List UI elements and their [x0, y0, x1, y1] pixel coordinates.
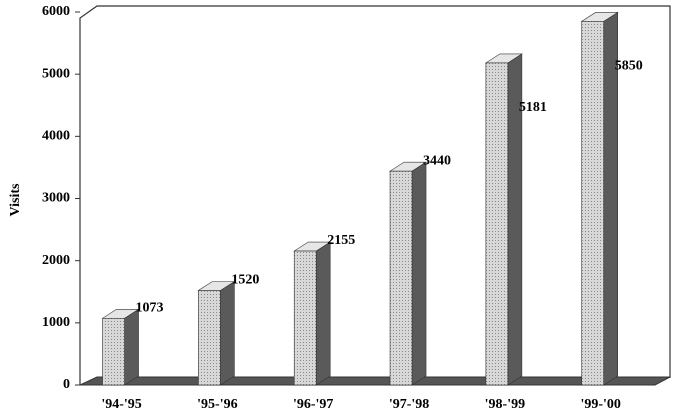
y-tick-label: 6000 — [42, 4, 70, 19]
plot-frame — [79, 5, 671, 385]
value-label: 1073 — [136, 301, 164, 316]
bar — [293, 250, 317, 386]
x-tick-label: '99-'00 — [580, 397, 620, 410]
y-axis-title: Visits — [8, 183, 23, 216]
bar — [581, 21, 605, 386]
bar-side — [411, 161, 427, 386]
y-tick-label: 5000 — [42, 66, 70, 81]
value-label: 2155 — [327, 233, 355, 248]
bar — [102, 317, 125, 386]
value-label: 5181 — [519, 100, 547, 115]
x-tick-label: '94-'95 — [101, 397, 141, 410]
y-tick-label: 3000 — [42, 191, 70, 206]
bar — [389, 170, 413, 386]
value-label: 1520 — [231, 273, 259, 288]
x-tick-label: '95-'96 — [197, 397, 237, 410]
y-tick-label: 4000 — [42, 129, 70, 144]
x-tick-label: '98-'99 — [485, 397, 525, 410]
value-label: 5850 — [615, 59, 643, 74]
bar-side — [220, 280, 235, 386]
bar-side — [315, 241, 331, 386]
y-tick-label: 1000 — [42, 315, 70, 330]
bar — [198, 290, 221, 386]
x-tick-label: '96-'97 — [293, 397, 333, 410]
y-tick-label: 0 — [63, 377, 70, 392]
value-label: 3440 — [423, 153, 451, 168]
x-tick-label: '97-'98 — [389, 397, 429, 410]
bar — [485, 62, 509, 386]
y-tick-label: 2000 — [42, 253, 70, 268]
bar-side — [124, 308, 139, 386]
